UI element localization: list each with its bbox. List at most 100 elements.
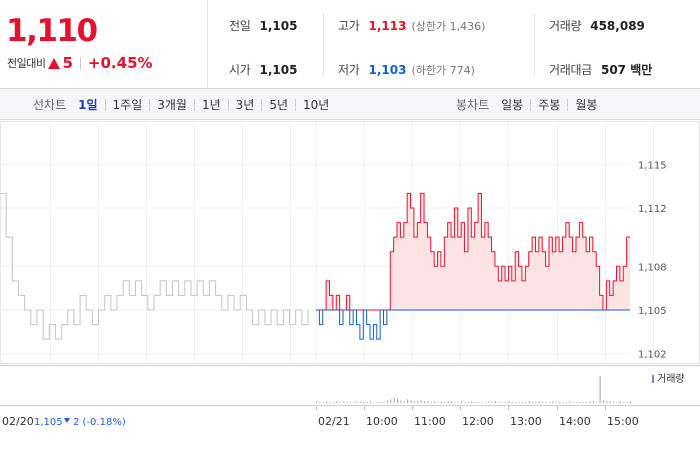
chart-toolbar: 선차트 1일 1주일 3개월 1년 3년 5년 10년 봉차트 일봉 주봉 월봉 xyxy=(0,89,700,120)
candle-chart-periods: 봉차트 일봉 주봉 월봉 xyxy=(456,89,597,120)
volume-bar xyxy=(484,402,486,403)
up-triangle-icon xyxy=(48,57,61,69)
divider xyxy=(79,56,81,70)
volume-bar xyxy=(430,402,432,403)
volume-bar xyxy=(444,402,446,403)
prev-day-close: 1,105 xyxy=(34,417,63,428)
volume-bar xyxy=(424,401,426,403)
stat-label: 거래량 xyxy=(549,19,582,33)
volume-bar xyxy=(417,401,419,403)
volume-bar xyxy=(565,402,567,403)
volume-bar xyxy=(498,402,500,403)
period-3y[interactable]: 3년 xyxy=(235,98,255,112)
x-axis: 02/21 10:00 11:00 12:00 13:00 14:00 15:00 02/20… xyxy=(2,406,639,428)
volume-bar xyxy=(454,402,456,403)
volume-bars: 거래량 xyxy=(316,373,685,403)
y-tick-label: 1,102 xyxy=(638,350,667,361)
divider xyxy=(534,14,535,76)
volume-bar xyxy=(599,376,601,403)
y-axis: 1,102 1,105 1,108 1,112 1,115 xyxy=(638,160,667,360)
x-tick-label: 14:00 xyxy=(559,415,591,428)
x-tick-label: 02/21 xyxy=(318,415,350,428)
stat-label: 전일 xyxy=(229,19,251,33)
period-1w[interactable]: 1주일 xyxy=(112,98,143,112)
volume-bar xyxy=(623,402,625,403)
volume-bar xyxy=(488,402,490,403)
candle-weekly[interactable]: 주봉 xyxy=(538,98,561,112)
stat-high: 고가 1,113 (상한가 1,436) xyxy=(338,17,485,34)
stat-label: 시가 xyxy=(229,63,251,77)
volume-bar xyxy=(407,399,409,403)
line-chart-periods: 선차트 1일 1주일 3개월 1년 3년 5년 10년 xyxy=(33,89,329,120)
volume-bar xyxy=(501,402,503,403)
volume-bar xyxy=(380,402,382,403)
volume-bar xyxy=(346,402,348,403)
stat-label: 고가 xyxy=(338,19,360,33)
volume-bar xyxy=(356,401,358,403)
volume-bar xyxy=(619,401,621,403)
volume-bar xyxy=(370,401,372,403)
volume-bar xyxy=(616,402,618,403)
volume-bar xyxy=(538,401,540,403)
volume-bar xyxy=(521,402,523,403)
volume-bar xyxy=(474,402,476,403)
period-5y[interactable]: 5년 xyxy=(269,98,289,112)
volume-bar xyxy=(586,402,588,403)
period-10y[interactable]: 10년 xyxy=(303,98,330,112)
volume-bar xyxy=(447,401,449,403)
volume-bar xyxy=(559,402,561,403)
period-1y[interactable]: 1년 xyxy=(201,98,221,112)
divider xyxy=(261,98,263,111)
change-rate: +0.45% xyxy=(87,54,153,72)
volume-bar xyxy=(413,401,415,403)
volume-bar xyxy=(467,402,469,403)
y-tick-label: 1,112 xyxy=(638,204,667,215)
volume-bar xyxy=(363,402,365,403)
volume-bar xyxy=(420,400,422,403)
up-area-fill xyxy=(316,193,630,310)
period-3m[interactable]: 3개월 xyxy=(157,98,187,112)
x-tick-label: 12:00 xyxy=(462,415,494,428)
volume-bar xyxy=(329,402,331,403)
stat-value: 507 백만 xyxy=(600,63,653,77)
volume-bar xyxy=(589,401,591,403)
volume-bar xyxy=(376,402,378,403)
y-tick-label: 1,108 xyxy=(638,262,667,273)
volume-bar xyxy=(339,402,341,403)
stat-open: 시가 1,105 xyxy=(229,61,297,78)
y-tick-label: 1,105 xyxy=(638,306,667,317)
volume-bar xyxy=(596,402,598,403)
volume-bar xyxy=(592,401,594,403)
volume-bar xyxy=(397,398,399,403)
volume-bar xyxy=(555,402,557,403)
x-tick-label: 15:00 xyxy=(607,415,639,428)
divider xyxy=(193,98,195,111)
volume-bar xyxy=(511,402,513,403)
y-tick-label: 1,115 xyxy=(638,160,667,171)
volume-bar xyxy=(525,402,527,403)
candle-monthly[interactable]: 월봉 xyxy=(575,98,598,112)
stat-value: 1,105 xyxy=(259,63,298,77)
volume-bar xyxy=(461,401,463,403)
volume-bar xyxy=(322,402,324,403)
stat-low: 저가 1,103 (하한가 774) xyxy=(338,61,475,78)
volume-bar xyxy=(535,402,537,403)
volume-bar xyxy=(383,402,385,403)
divider xyxy=(323,14,324,76)
change-row: 전일대비 5 +0.45% xyxy=(7,54,153,72)
divider xyxy=(149,98,151,111)
volume-bar xyxy=(528,401,530,403)
price-summary: 1,110 전일대비 5 +0.45% 전일 1,105 시가 1,105 고가… xyxy=(0,0,700,89)
volume-bar xyxy=(609,401,611,403)
period-1d[interactable]: 1일 xyxy=(78,98,98,112)
volume-legend-swatch xyxy=(652,375,654,383)
volume-bar xyxy=(451,401,453,403)
volume-bar xyxy=(630,401,631,403)
volume-bar xyxy=(505,402,507,403)
volume-bar xyxy=(373,402,375,403)
change-value: 5 xyxy=(62,54,73,72)
volume-bar xyxy=(359,402,361,403)
stat-amount: 거래대금 507 백만 xyxy=(549,61,652,78)
stat-value: 1,103 xyxy=(368,63,407,77)
candle-daily[interactable]: 일봉 xyxy=(501,98,524,112)
